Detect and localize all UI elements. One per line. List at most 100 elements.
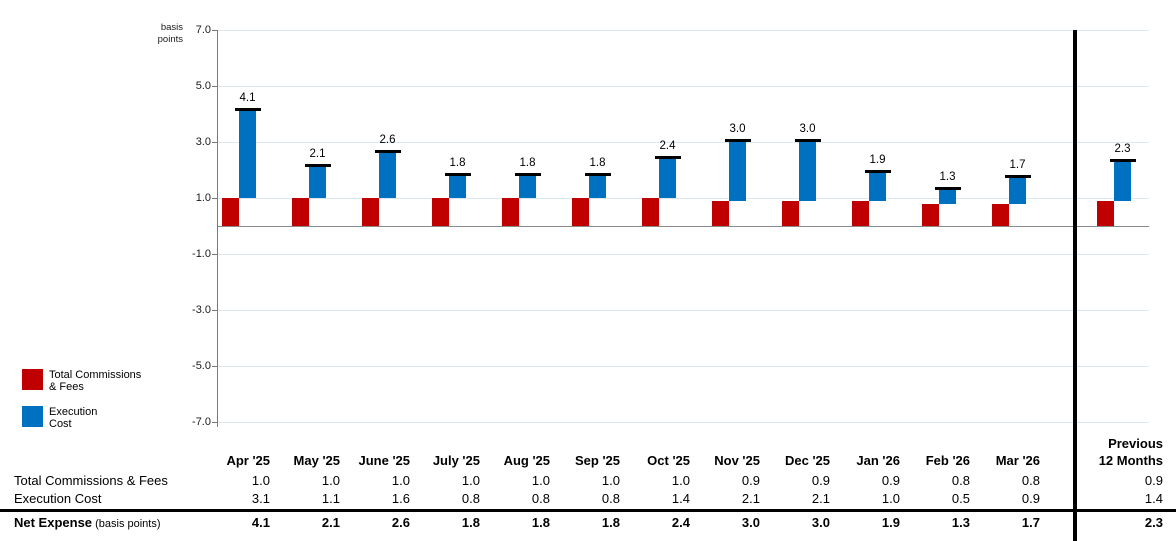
table-row-label-text: Execution Cost (14, 491, 102, 506)
table-header-month: Apr '25 (226, 453, 270, 468)
net-total-value-label: 1.9 (869, 153, 886, 166)
table-header-previous-line2: 12 Months (1098, 453, 1163, 468)
table-cell-value: 0.5 (951, 491, 970, 506)
commissions-bar (992, 203, 1009, 226)
table-row-label: Execution Cost (14, 491, 101, 507)
legend-label-line: Execution (49, 406, 98, 418)
table-header-month: Nov '25 (714, 453, 760, 468)
execution-bar (449, 175, 466, 198)
table-header-previous-line1: Previous (1108, 436, 1163, 451)
net-total-marker (584, 172, 611, 176)
table-header-month: May '25 (293, 453, 340, 468)
table-header-month: June '25 (358, 453, 410, 468)
y-axis-line (217, 30, 218, 427)
table-cell-value: 0.8 (951, 473, 970, 488)
y-axis-unit-label: basis points (140, 22, 183, 46)
y-tick-label: 7.0 (195, 24, 211, 36)
execution-bar (1114, 161, 1131, 201)
table-cell-value: 0.9 (1021, 491, 1040, 506)
table-cell-value: 2.1 (811, 491, 830, 506)
net-total-value-label: 1.3 (939, 170, 956, 183)
y-axis-tick (212, 198, 218, 199)
table-cell-value: 1.4 (671, 491, 690, 506)
net-total-marker (864, 169, 891, 173)
table-cell-value: 0.8 (1021, 473, 1040, 488)
y-axis-tick (212, 254, 218, 255)
summary-divider-line (1073, 30, 1077, 541)
legend-item-commissions: Total Commissions & Fees (22, 369, 141, 393)
execution-bar (519, 175, 536, 198)
legend-item-execution: Execution Cost (22, 406, 97, 430)
zero-line (218, 226, 1149, 227)
commissions-bar (292, 198, 309, 226)
commissions-bar (222, 198, 239, 226)
execution-bar (869, 172, 886, 201)
table-cell-value: 1.9 (881, 515, 900, 530)
execution-bar (379, 153, 396, 198)
table-cell-value: 1.7 (1021, 515, 1040, 530)
table-header-month: Dec '25 (784, 453, 830, 468)
net-total-marker (304, 164, 331, 168)
table-cell-value: 1.0 (671, 473, 690, 488)
execution-bar (939, 189, 956, 204)
legend-label-line: Total Commissions (49, 369, 142, 381)
table-cell-value: 1.0 (601, 473, 620, 488)
y-tick-label: 1.0 (195, 192, 211, 204)
table-header-month: Jan '26 (856, 453, 900, 468)
legend-label-line: & Fees (49, 380, 84, 393)
y-axis-unit-line2: points (157, 34, 183, 45)
y-tick-label: 5.0 (195, 80, 211, 92)
table-cell-value: 3.0 (741, 515, 760, 530)
table-cell-summary-value: 2.3 (1144, 515, 1163, 530)
net-total-value-label: 1.8 (519, 156, 536, 169)
net-total-value-label: 1.8 (589, 156, 606, 169)
execution-bar (239, 111, 256, 198)
commissions-bar (852, 200, 869, 226)
table-row-label-suffix: (basis points) (92, 518, 161, 530)
table-header-month: July '25 (432, 453, 480, 468)
table-cell-value: 1.1 (321, 491, 340, 506)
net-total-marker (794, 139, 821, 142)
y-axis-tick (212, 310, 218, 311)
y-tick-label: -7.0 (192, 416, 211, 428)
net-total-marker (234, 108, 261, 112)
commissions-swatch-icon (22, 369, 43, 390)
table-cell-value: 0.8 (461, 491, 480, 506)
table-cell-summary-value: 1.4 (1144, 491, 1163, 506)
table-cell-value: 0.8 (601, 491, 620, 506)
net-total-value-label: 4.1 (239, 92, 256, 105)
net-total-marker (1004, 175, 1031, 179)
table-cell-summary-value: 0.9 (1144, 473, 1163, 488)
y-axis-tick (212, 366, 218, 367)
commissions-bar (922, 203, 939, 226)
table-row-label-text: Net Expense (14, 515, 93, 530)
net-total-value-label: 2.6 (379, 134, 396, 147)
execution-bar (799, 142, 816, 201)
legend-label-line: Cost (49, 417, 72, 430)
expense-data-table: Apr '25 May '25 June '25 July '25 Aug '25 Sep… (0, 425, 1176, 541)
table-cell-value: 2.6 (391, 515, 410, 530)
table-header-month: Mar '26 (995, 453, 1040, 468)
table-cell-value: 3.0 (811, 515, 830, 530)
y-tick-label: -3.0 (192, 304, 211, 316)
net-total-marker (934, 186, 961, 190)
net-total-value-label: 2.4 (659, 139, 676, 152)
commissions-bar (782, 200, 799, 226)
gridline (218, 86, 1149, 87)
commissions-bar (502, 198, 519, 226)
table-header-month: Oct '25 (647, 453, 690, 468)
execution-bar (729, 142, 746, 201)
y-axis-tick (212, 30, 218, 31)
table-cell-value: 0.8 (531, 491, 550, 506)
net-total-value-label: 3.0 (799, 123, 816, 135)
table-total-rule (0, 509, 1176, 512)
table-cell-value: 4.1 (251, 515, 270, 530)
table-row-label: Net Expense (basis points) (14, 515, 161, 532)
y-axis-tick (212, 422, 218, 423)
execution-bar (1009, 178, 1026, 204)
table-cell-value: 1.0 (391, 473, 410, 488)
execution-bar (309, 167, 326, 198)
execution-bar (659, 158, 676, 198)
